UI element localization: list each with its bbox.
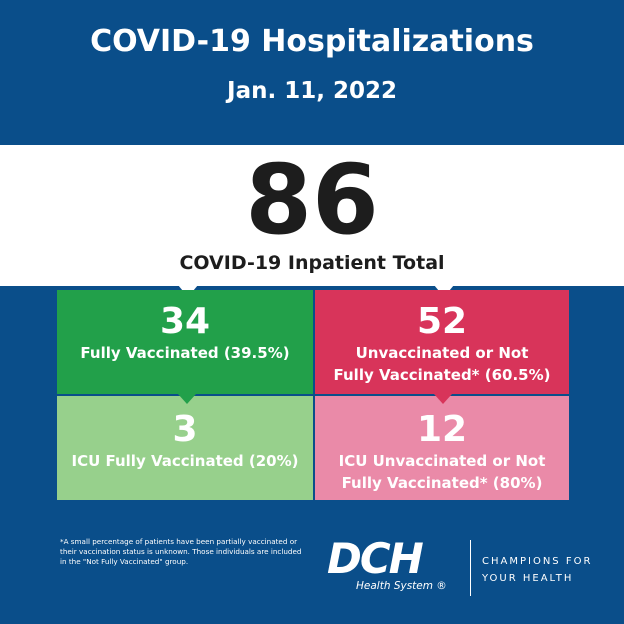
total-inpatient-label: COVID-19 Inpatient Total bbox=[179, 252, 445, 274]
footnote: *A small percentage of patients have bee… bbox=[60, 537, 302, 566]
icu-fully-vaccinated-label: ICU Fully Vaccinated (20%) bbox=[71, 452, 299, 470]
unvaccinated-box: 52 Unvaccinated or Not Fully Vaccinated*… bbox=[315, 290, 569, 394]
unvaccinated-number: 52 bbox=[416, 301, 468, 342]
logo-divider bbox=[470, 540, 471, 596]
icu-unvaccinated-number: 12 bbox=[416, 409, 468, 450]
icu-unvaccinated-box: 12 ICU Unvaccinated or Not Fully Vaccina… bbox=[315, 396, 569, 500]
unvaccinated-label-line2: Fully Vaccinated* (60.5%) bbox=[333, 366, 551, 384]
total-inpatient-number: 86 bbox=[245, 144, 379, 256]
red-pointer bbox=[434, 394, 452, 404]
fully-vaccinated-box: 34 Fully Vaccinated (39.5%) bbox=[57, 290, 313, 394]
page-title: COVID-19 Hospitalizations bbox=[90, 24, 534, 59]
icu-fully-vaccinated-box: 3 ICU Fully Vaccinated (20%) bbox=[57, 396, 313, 500]
tagline-line1: CHAMPIONS FOR bbox=[482, 556, 593, 567]
total-band bbox=[0, 145, 624, 286]
tagline: CHAMPIONS FOR YOUR HEALTH bbox=[482, 553, 612, 587]
unvaccinated-label-line1: Unvaccinated or Not bbox=[355, 344, 529, 362]
fully-vaccinated-label: Fully Vaccinated (39.5%) bbox=[80, 344, 290, 362]
logo-subtitle: Health System ® bbox=[356, 580, 447, 592]
icu-unvaccinated-label-line2: Fully Vaccinated* (80%) bbox=[341, 474, 543, 492]
fully-vaccinated-number: 34 bbox=[159, 301, 211, 342]
green-pointer bbox=[178, 394, 196, 404]
icu-fully-vaccinated-number: 3 bbox=[172, 409, 198, 450]
icu-unvaccinated-label-line1: ICU Unvaccinated or Not bbox=[338, 452, 546, 470]
dch-logo: DCH bbox=[327, 534, 424, 583]
report-date: Jan. 11, 2022 bbox=[227, 78, 397, 104]
tagline-line2: YOUR HEALTH bbox=[482, 573, 574, 584]
